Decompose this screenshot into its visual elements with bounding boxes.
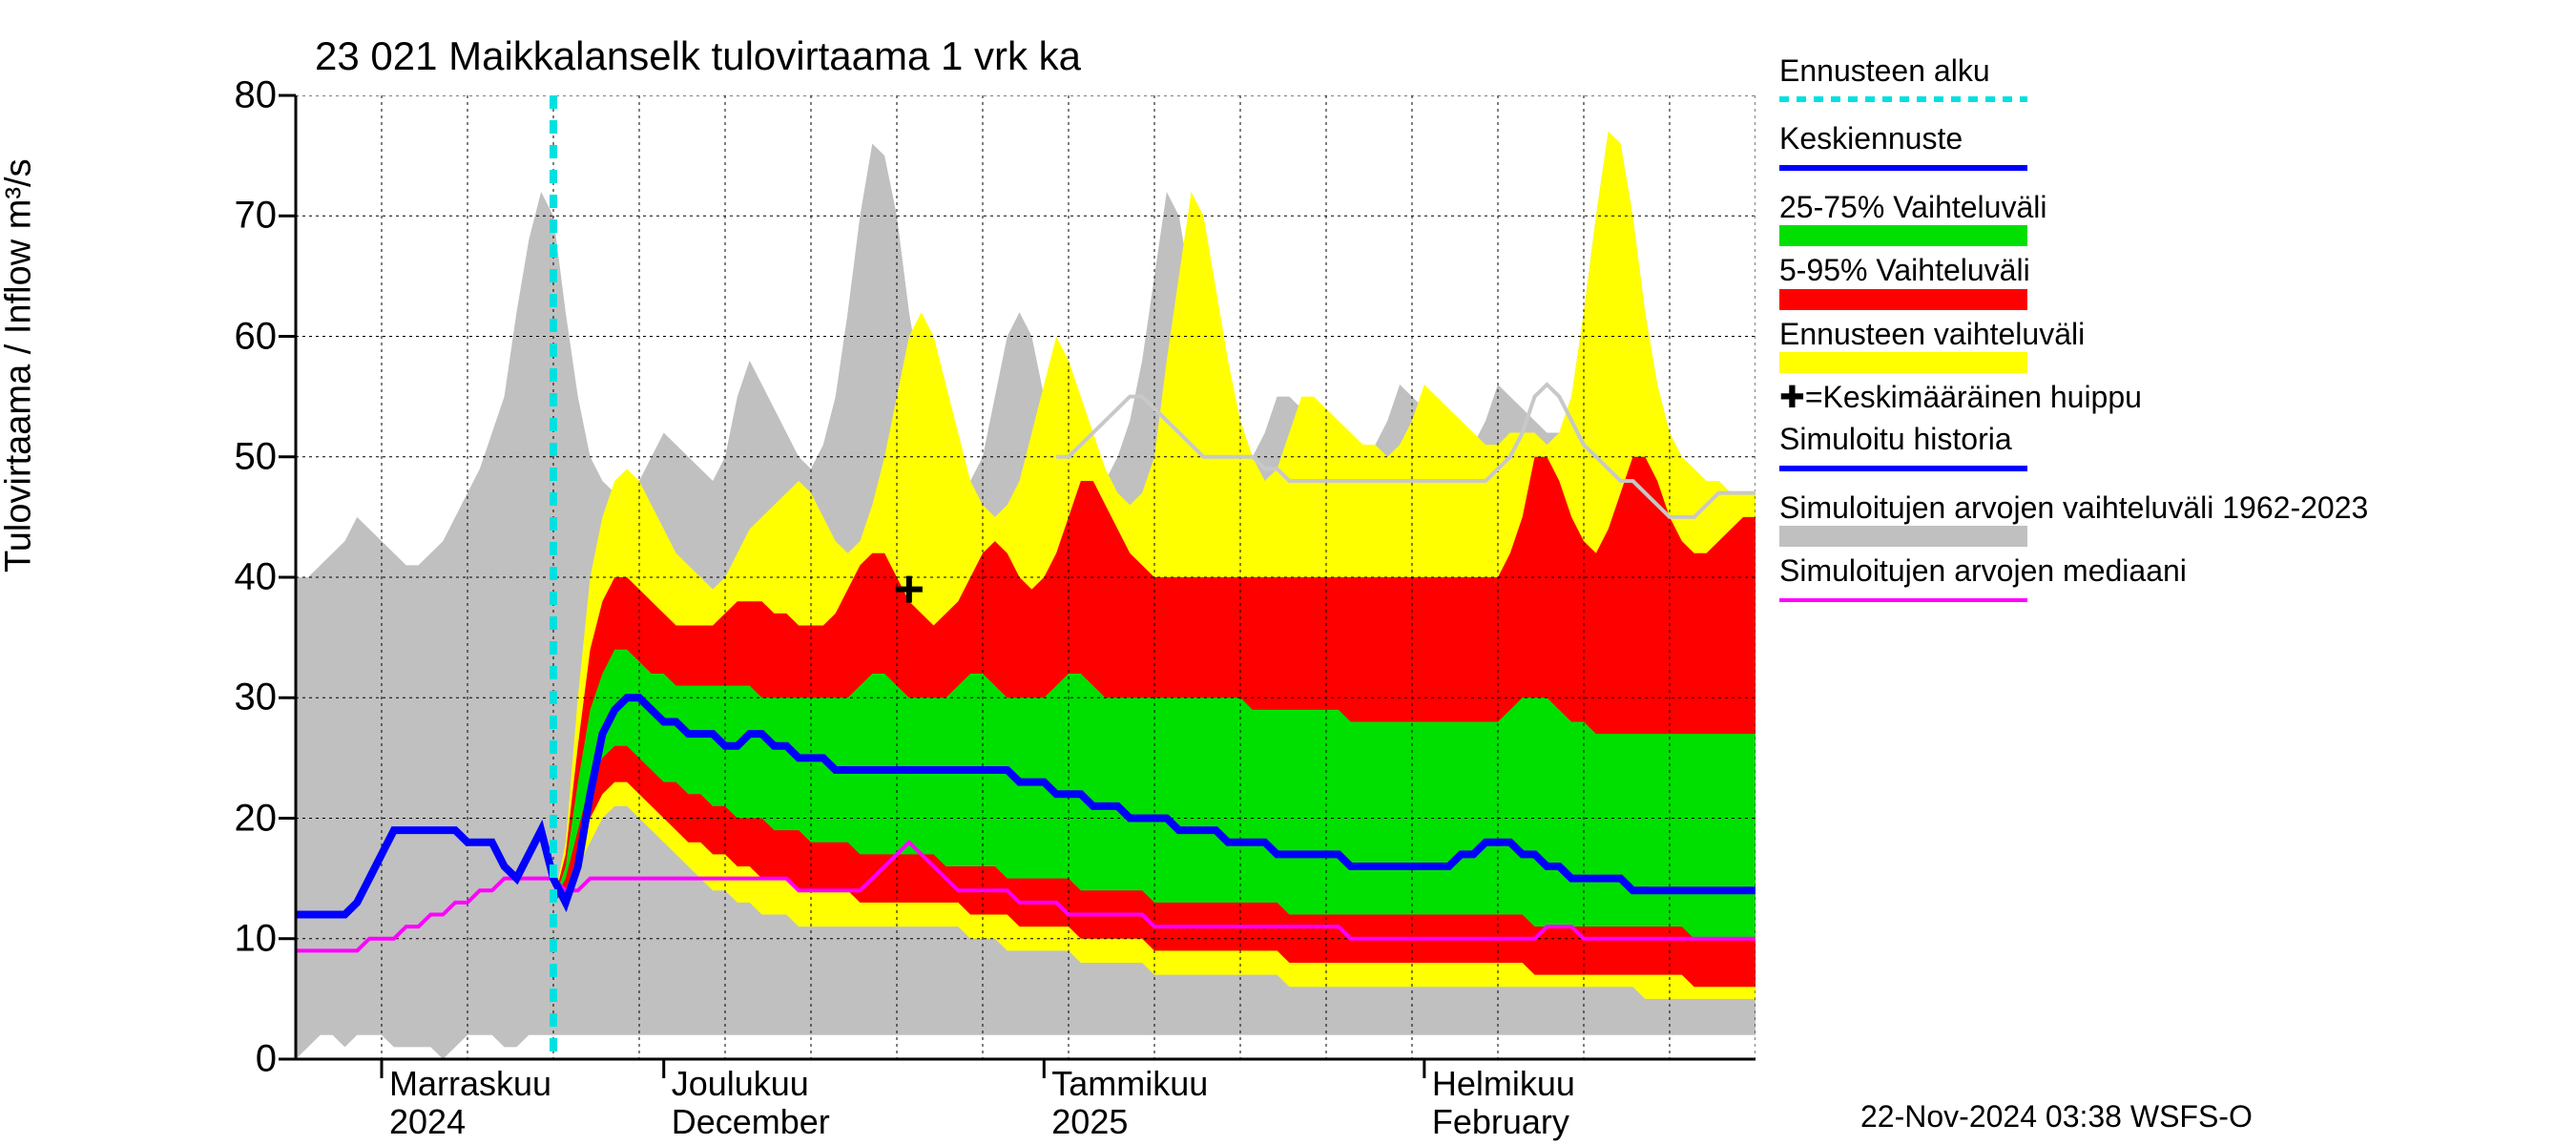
legend-item: 25-75% Vaihteluväli	[1779, 189, 2562, 246]
x-tick-label: December	[672, 1102, 830, 1142]
legend-item: Simuloitu historia	[1779, 421, 2562, 483]
legend-text: Keskiennuste	[1779, 120, 2562, 156]
y-tick-label: 10	[181, 917, 277, 960]
y-tick-label: 20	[181, 797, 277, 840]
legend-item: Ennusteen alku	[1779, 52, 2562, 114]
plot-bands	[296, 132, 1755, 1059]
legend-text: Ennusteen alku	[1779, 52, 2562, 89]
chart-container: 23 021 Maikkalanselk tulovirtaama 1 vrk …	[0, 0, 2576, 1145]
legend-item: 5-95% Vaihteluväli	[1779, 252, 2562, 309]
legend-text: Simuloitu historia	[1779, 421, 2562, 457]
legend-item: Simuloitujen arvojen vaihteluväli 1962-2…	[1779, 489, 2562, 547]
legend-line-icon	[1779, 590, 2027, 611]
legend-line-icon	[1779, 157, 2027, 178]
x-tick-label: February	[1432, 1102, 1569, 1142]
y-tick-label: 40	[181, 556, 277, 599]
legend-item: Ennusteen vaihteluväli	[1779, 316, 2562, 373]
legend-text: 25-75% Vaihteluväli	[1779, 189, 2562, 225]
y-tick-label: 80	[181, 74, 277, 117]
y-tick-label: 70	[181, 195, 277, 238]
legend-text: Ennusteen vaihteluväli	[1779, 316, 2562, 352]
legend-swatch	[1779, 352, 2027, 373]
legend-item: Keskiennuste	[1779, 120, 2562, 182]
x-tick-label: Marraskuu	[389, 1064, 551, 1104]
legend-swatch	[1779, 289, 2027, 310]
legend-line-icon	[1779, 458, 2027, 479]
y-tick-label: 30	[181, 677, 277, 719]
legend-item: Simuloitujen arvojen mediaani	[1779, 552, 2562, 614]
y-tick-label: 0	[181, 1038, 277, 1081]
legend-text: ✚=Keskimääräinen huippu	[1779, 379, 2562, 415]
y-tick-label: 60	[181, 315, 277, 358]
legend: Ennusteen alku Keskiennuste 25-75% Vaihtel…	[1779, 52, 2562, 621]
legend-swatch	[1779, 526, 2027, 547]
y-tick-label: 50	[181, 435, 277, 478]
x-tick-label: 2025	[1051, 1102, 1128, 1142]
legend-text: 5-95% Vaihteluväli	[1779, 252, 2562, 288]
legend-text: Simuloitujen arvojen vaihteluväli 1962-2…	[1779, 489, 2562, 526]
footer-timestamp: 22-Nov-2024 03:38 WSFS-O	[1860, 1099, 2253, 1135]
x-tick-label: Helmikuu	[1432, 1064, 1575, 1104]
legend-text: Simuloitujen arvojen mediaani	[1779, 552, 2562, 589]
x-tick-label: 2024	[389, 1102, 466, 1142]
x-tick-label: Joulukuu	[672, 1064, 809, 1104]
legend-line-icon	[1779, 89, 2027, 110]
legend-swatch	[1779, 225, 2027, 246]
x-tick-label: Tammikuu	[1051, 1064, 1208, 1104]
legend-item: ✚=Keskimääräinen huippu	[1779, 379, 2562, 415]
